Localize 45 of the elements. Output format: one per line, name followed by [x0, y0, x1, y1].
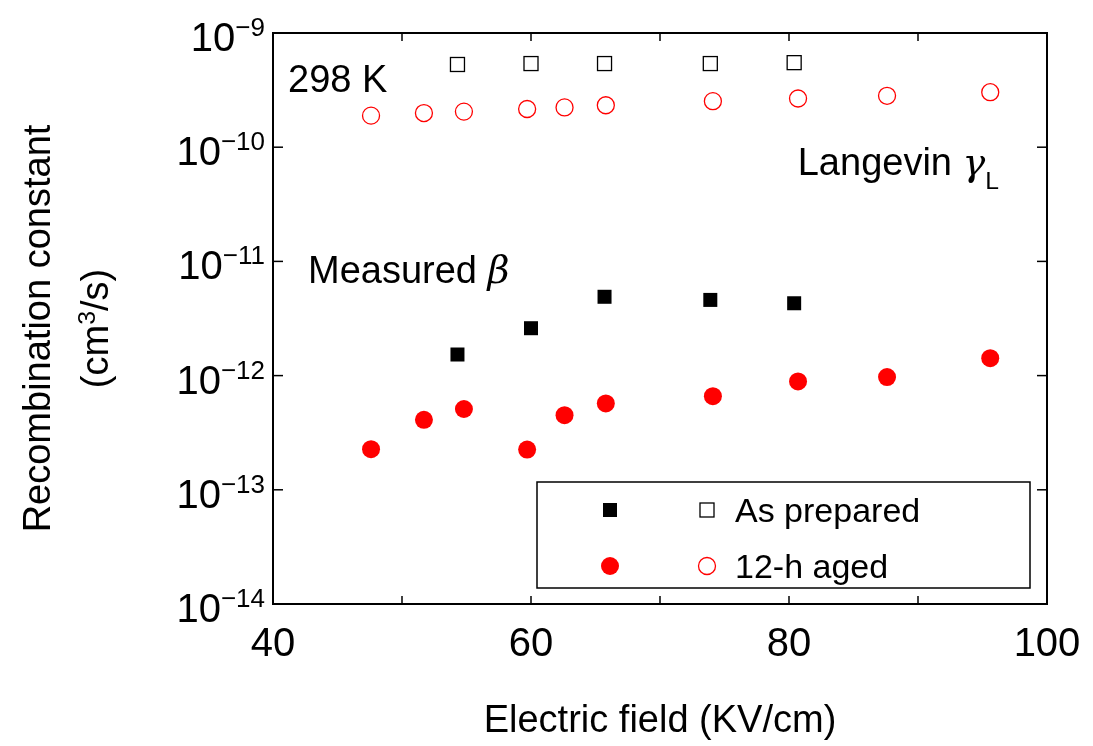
- point: [555, 98, 574, 117]
- legend-label: As prepared: [735, 491, 921, 529]
- point: [524, 321, 538, 336]
- annotation: 298 K: [288, 58, 388, 100]
- point: [703, 92, 723, 111]
- x-tick-label: 80: [766, 620, 812, 664]
- point: [788, 89, 808, 108]
- point: [786, 55, 802, 71]
- x-tick-label: 100: [1013, 620, 1081, 664]
- point: [981, 349, 1000, 368]
- point: [702, 55, 718, 72]
- point: [450, 347, 465, 362]
- point: [362, 440, 381, 459]
- point: [596, 55, 613, 72]
- y-tick-label: 10$^{−11}$: [178, 240, 265, 288]
- point: [454, 400, 473, 418]
- point: [414, 410, 433, 429]
- point: [789, 372, 808, 391]
- x-tick-label: 40: [250, 620, 296, 664]
- y-tick-label: 10$^{−12}$: [176, 354, 265, 402]
- point: [523, 55, 539, 72]
- legend-label: 12-h aged: [735, 547, 889, 585]
- point: [703, 292, 718, 307]
- annotation: Langevin γ$_{L}$: [797, 140, 999, 194]
- point: [877, 86, 897, 105]
- point: [449, 56, 466, 73]
- point: [454, 102, 474, 121]
- point: [596, 394, 615, 413]
- point: [596, 96, 615, 115]
- point: [787, 296, 802, 311]
- point: [414, 103, 434, 123]
- point: [555, 406, 574, 425]
- y-tick-label: 10$^{−10}$: [176, 126, 265, 174]
- point: [981, 83, 1000, 102]
- point: [878, 368, 897, 387]
- point: [517, 99, 537, 119]
- x-axis-title: Electric field (KV/cm): [483, 698, 837, 740]
- annotation: Measured β: [308, 248, 510, 292]
- y-tick-label: 10$^{−13}$: [176, 468, 265, 516]
- y-tick-label: 10$^{−9}$: [190, 12, 265, 59]
- point: [703, 387, 722, 406]
- point: [597, 289, 612, 304]
- point: [518, 440, 537, 459]
- x-tick-label: 60: [508, 620, 554, 664]
- point: [361, 106, 381, 125]
